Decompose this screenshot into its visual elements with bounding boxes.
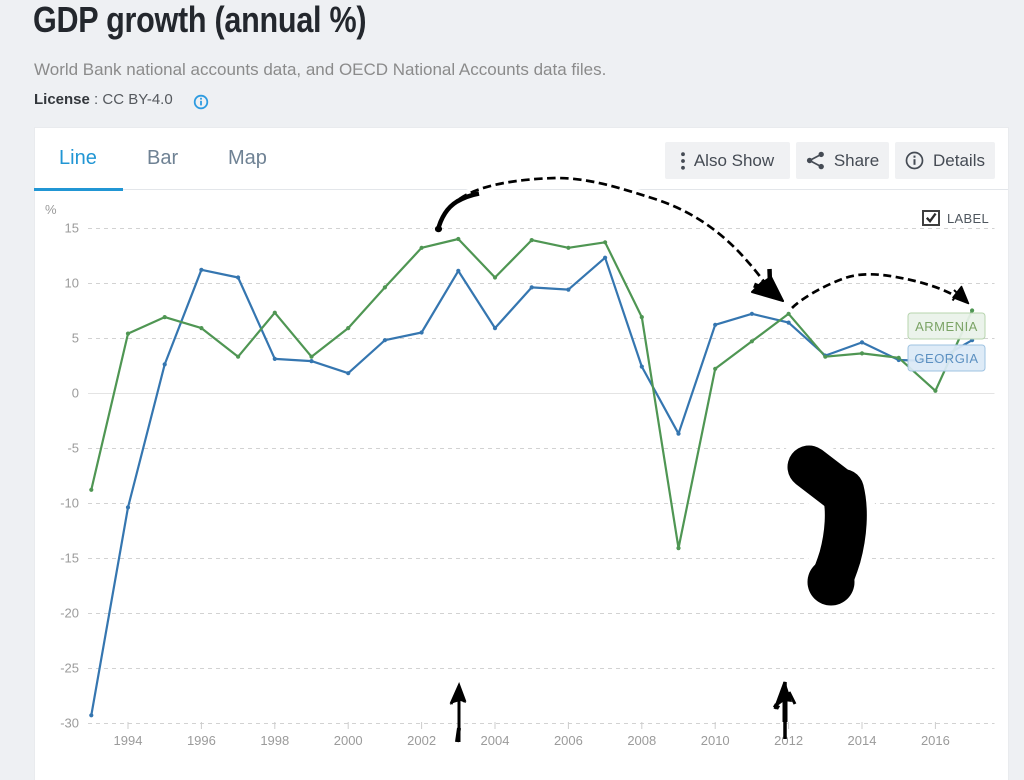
svg-text:5: 5 [72, 331, 79, 346]
svg-text:0: 0 [72, 386, 79, 401]
svg-text:2016: 2016 [921, 733, 950, 748]
svg-text:1996: 1996 [187, 733, 216, 748]
svg-text:1994: 1994 [114, 733, 143, 748]
svg-text:-30: -30 [60, 716, 79, 731]
svg-text:-20: -20 [60, 606, 79, 621]
svg-text:2012: 2012 [774, 733, 803, 748]
svg-text:-5: -5 [67, 441, 79, 456]
svg-text:-25: -25 [60, 661, 79, 676]
svg-text:-15: -15 [60, 551, 79, 566]
svg-text:%: % [45, 202, 57, 217]
svg-text:LABEL: LABEL [947, 211, 989, 226]
svg-text:GEORGIA: GEORGIA [914, 351, 978, 366]
svg-text:2014: 2014 [848, 733, 877, 748]
svg-text:10: 10 [65, 276, 79, 291]
svg-text:2000: 2000 [334, 733, 363, 748]
svg-text:ARMENIA: ARMENIA [915, 319, 978, 334]
svg-text:2006: 2006 [554, 733, 583, 748]
svg-text:2002: 2002 [407, 733, 436, 748]
svg-text:1998: 1998 [260, 733, 289, 748]
svg-text:2004: 2004 [481, 733, 510, 748]
svg-text:2008: 2008 [627, 733, 656, 748]
svg-text:2010: 2010 [701, 733, 730, 748]
svg-text:-10: -10 [60, 496, 79, 511]
svg-text:15: 15 [65, 221, 79, 236]
